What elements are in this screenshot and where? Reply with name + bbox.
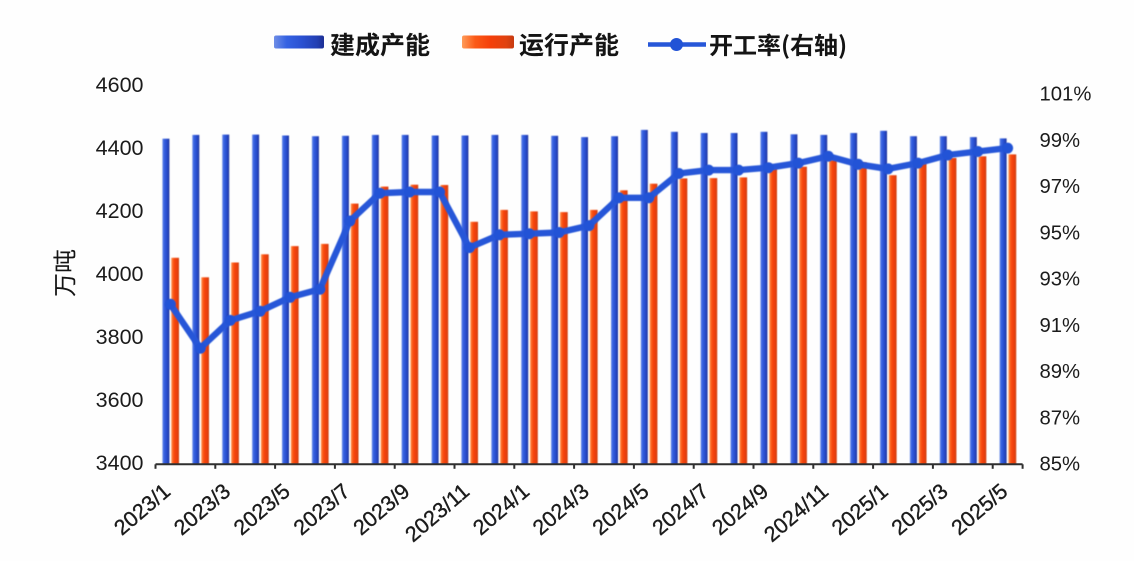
svg-text:3600: 3600 bbox=[96, 388, 144, 412]
svg-text:3800: 3800 bbox=[96, 325, 144, 349]
svg-text:85%: 85% bbox=[1040, 454, 1081, 476]
svg-text:95%: 95% bbox=[1040, 222, 1081, 244]
svg-text:91%: 91% bbox=[1040, 315, 1081, 337]
svg-text:4600: 4600 bbox=[96, 73, 144, 97]
svg-text:97%: 97% bbox=[1040, 176, 1081, 198]
svg-text:89%: 89% bbox=[1040, 361, 1081, 383]
svg-text:4000: 4000 bbox=[96, 262, 144, 286]
svg-text:3400: 3400 bbox=[96, 451, 144, 475]
svg-text:99%: 99% bbox=[1040, 130, 1081, 152]
svg-text:4400: 4400 bbox=[96, 136, 144, 160]
svg-text:101%: 101% bbox=[1040, 84, 1092, 106]
svg-text:93%: 93% bbox=[1040, 269, 1081, 291]
svg-text:4200: 4200 bbox=[96, 199, 144, 223]
svg-text:87%: 87% bbox=[1040, 407, 1081, 429]
